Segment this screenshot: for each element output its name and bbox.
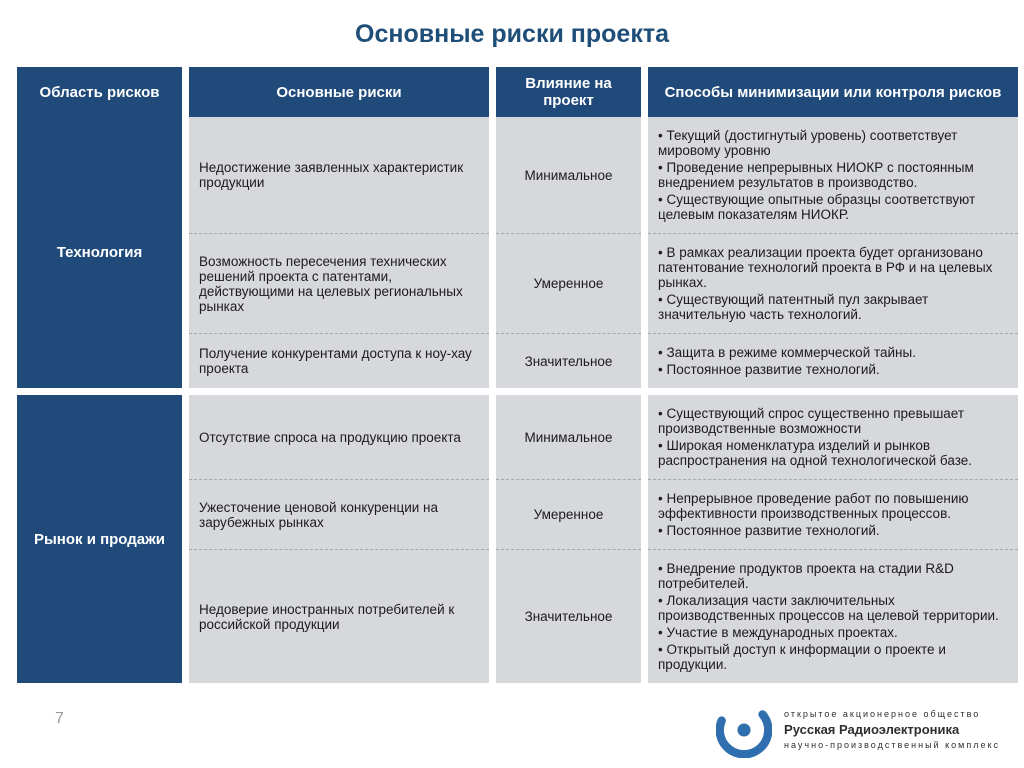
group-spacer — [17, 388, 1018, 395]
mitigation-cell: В рамках реализации проекта будет органи… — [648, 233, 1018, 333]
mitigation-item: Участие в международных проектах. — [658, 624, 1008, 641]
footer-logo: открытое акционерное общество Русская Ра… — [716, 702, 1000, 758]
logo-icon — [716, 702, 772, 758]
mitigation-cell: Непрерывное проведение работ по повышени… — [648, 479, 1018, 549]
risk-cell: Возможность пересечения технических реше… — [189, 233, 489, 333]
impact-cell: Минимальное — [496, 117, 641, 233]
risk-cell: Ужесточение ценовой конкуренции на заруб… — [189, 479, 489, 549]
slide-title: Основные риски проекта — [10, 20, 1014, 49]
risk-cell: Получение конкурентами доступа к ноу-хау… — [189, 333, 489, 388]
area-cell: Рынок и продажи — [17, 395, 182, 683]
impact-cell: Умеренное — [496, 479, 641, 549]
risk-cell: Недоверие иностранных потребителей к рос… — [189, 549, 489, 683]
mitigation-item: Проведение непрерывных НИОКР с постоянны… — [658, 159, 1008, 191]
footer-brand: Русская Радиоэлектроника — [784, 721, 1000, 739]
risk-cell: Недостижение заявленных характеристик пр… — [189, 117, 489, 233]
mitigation-item: Существующие опытные образцы соответству… — [658, 191, 1008, 223]
risk-cell: Отсутствие спроса на продукцию проекта — [189, 395, 489, 479]
mitigation-item: Постоянное развитие технологий. — [658, 522, 1008, 539]
table-header-row: Область рисков Основные риски Влияние на… — [17, 67, 1018, 117]
area-cell: Технология — [17, 117, 182, 388]
th-impact: Влияние на проект — [496, 67, 641, 117]
mitigation-cell: Внедрение продуктов проекта на стадии R&… — [648, 549, 1018, 683]
page-number: 7 — [55, 710, 64, 728]
th-mit: Способы минимизации или контроля рисков — [648, 67, 1018, 117]
footer-line2: научно-производственный комплекс — [784, 739, 1000, 752]
mitigation-item: Существующий патентный пул закрывает зна… — [658, 291, 1008, 323]
mitigation-item: Существующий спрос существенно превышает… — [658, 405, 1008, 437]
mitigation-item: Открытый доступ к информации о проекте и… — [658, 641, 1008, 673]
footer-line1: открытое акционерное общество — [784, 708, 1000, 721]
mitigation-item: Постоянное развитие технологий. — [658, 361, 1008, 378]
mitigation-item: Локализация части заключительных произво… — [658, 592, 1008, 624]
impact-cell: Значительное — [496, 333, 641, 388]
th-area: Область рисков — [17, 67, 182, 117]
table-row: Рынок и продажиОтсутствие спроса на прод… — [17, 395, 1018, 479]
risk-table: Область рисков Основные риски Влияние на… — [10, 67, 1024, 683]
mitigation-cell: Существующий спрос существенно превышает… — [648, 395, 1018, 479]
table-row: ТехнологияНедостижение заявленных характ… — [17, 117, 1018, 233]
impact-cell: Умеренное — [496, 233, 641, 333]
mitigation-item: Текущий (достигнутый уровень) соответств… — [658, 127, 1008, 159]
mitigation-cell: Защита в режиме коммерческой тайны.Посто… — [648, 333, 1018, 388]
mitigation-cell: Текущий (достигнутый уровень) соответств… — [648, 117, 1018, 233]
th-risk: Основные риски — [189, 67, 489, 117]
mitigation-item: Непрерывное проведение работ по повышени… — [658, 490, 1008, 522]
impact-cell: Минимальное — [496, 395, 641, 479]
mitigation-item: В рамках реализации проекта будет органи… — [658, 244, 1008, 291]
mitigation-item: Защита в режиме коммерческой тайны. — [658, 344, 1008, 361]
impact-cell: Значительное — [496, 549, 641, 683]
mitigation-item: Внедрение продуктов проекта на стадии R&… — [658, 560, 1008, 592]
mitigation-item: Широкая номенклатура изделий и рынков ра… — [658, 437, 1008, 469]
